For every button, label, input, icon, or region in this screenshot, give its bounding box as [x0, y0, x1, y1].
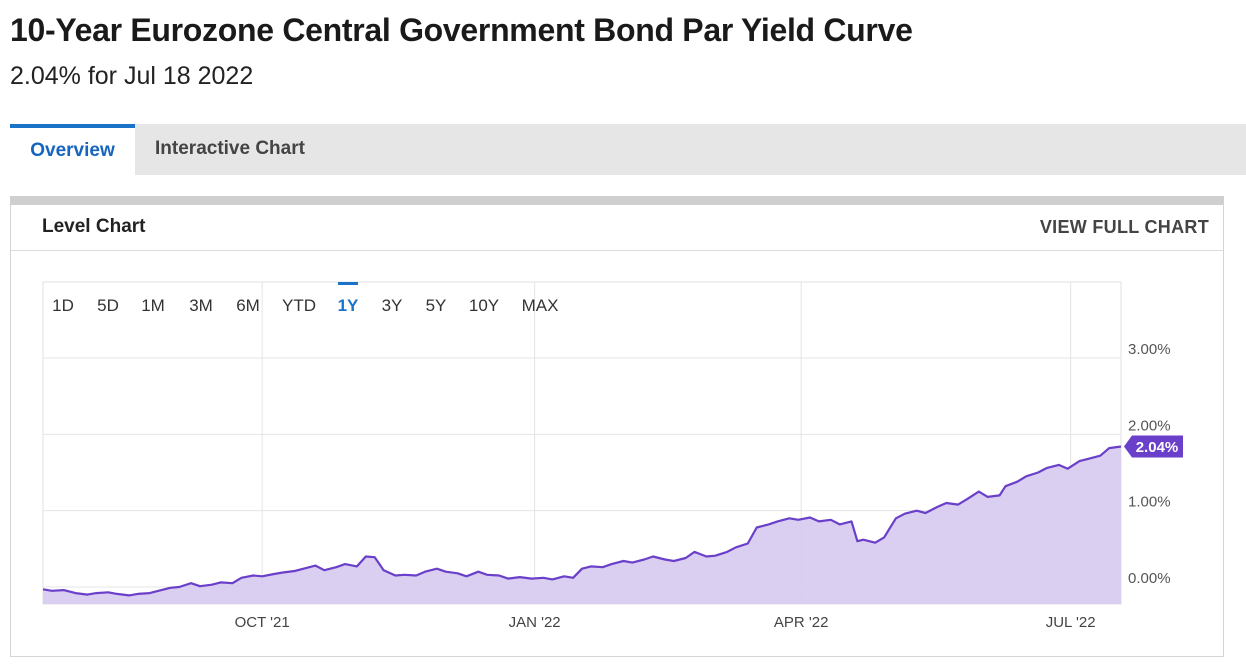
- card-title: Level Chart: [42, 216, 146, 237]
- range-button-label: MAX: [522, 296, 559, 315]
- page-title: 10-Year Eurozone Central Government Bond…: [10, 12, 913, 48]
- range-active-indicator: [338, 282, 358, 285]
- range-button-label: 3M: [189, 296, 213, 315]
- view-full-chart-link[interactable]: VIEW FULL CHART: [1039, 217, 1209, 237]
- range-button-label: 10Y: [469, 296, 499, 315]
- range-button-label: 1Y: [338, 296, 359, 315]
- y-tick-label: 2.00%: [1128, 417, 1171, 434]
- range-button-6m[interactable]: 6M: [236, 296, 260, 315]
- x-tick-label: JUL '22: [1046, 614, 1096, 631]
- y-tick-label: 3.00%: [1128, 341, 1171, 358]
- x-tick-label: JAN '22: [509, 614, 561, 631]
- card-header: Level Chart VIEW FULL CHART: [11, 205, 1223, 251]
- last-value-label: 2.04%: [1136, 439, 1179, 456]
- range-button-5d[interactable]: 5D: [97, 296, 119, 315]
- range-button-label: 6M: [236, 296, 260, 315]
- range-button-ytd[interactable]: YTD: [282, 296, 316, 315]
- y-tick-label: 0.00%: [1128, 570, 1171, 587]
- range-button-1d[interactable]: 1D: [52, 296, 74, 315]
- x-tick-label: APR '22: [774, 614, 829, 631]
- x-tick-label: OCT '21: [235, 614, 290, 631]
- page-subtitle: 2.04% for Jul 18 2022: [10, 62, 254, 90]
- range-button-10y[interactable]: 10Y: [469, 296, 499, 315]
- range-button-label: 3Y: [382, 296, 403, 315]
- last-value-badge: 2.04%: [1124, 435, 1183, 458]
- tab-bar: Overview Interactive Chart: [10, 124, 1246, 175]
- range-button-1m[interactable]: 1M: [141, 296, 165, 315]
- series-line: [42, 445, 1122, 597]
- tab-interactive-chart[interactable]: Interactive Chart: [155, 138, 305, 159]
- range-button-label: 1D: [52, 296, 74, 315]
- range-button-label: 1M: [141, 296, 165, 315]
- range-button-label: 5D: [97, 296, 119, 315]
- series-area: [43, 446, 1121, 604]
- range-button-3y[interactable]: 3Y: [382, 296, 403, 315]
- y-tick-label: 1.00%: [1128, 494, 1171, 511]
- range-button-3m[interactable]: 3M: [189, 296, 213, 315]
- range-button-5y[interactable]: 5Y: [426, 296, 447, 315]
- last-value-badge-shape: [1124, 435, 1183, 458]
- range-button-1y[interactable]: 1Y: [338, 282, 359, 315]
- range-button-label: YTD: [282, 296, 316, 315]
- range-button-max[interactable]: MAX: [522, 296, 559, 315]
- range-button-label: 5Y: [426, 296, 447, 315]
- tab-overview[interactable]: Overview: [10, 124, 135, 175]
